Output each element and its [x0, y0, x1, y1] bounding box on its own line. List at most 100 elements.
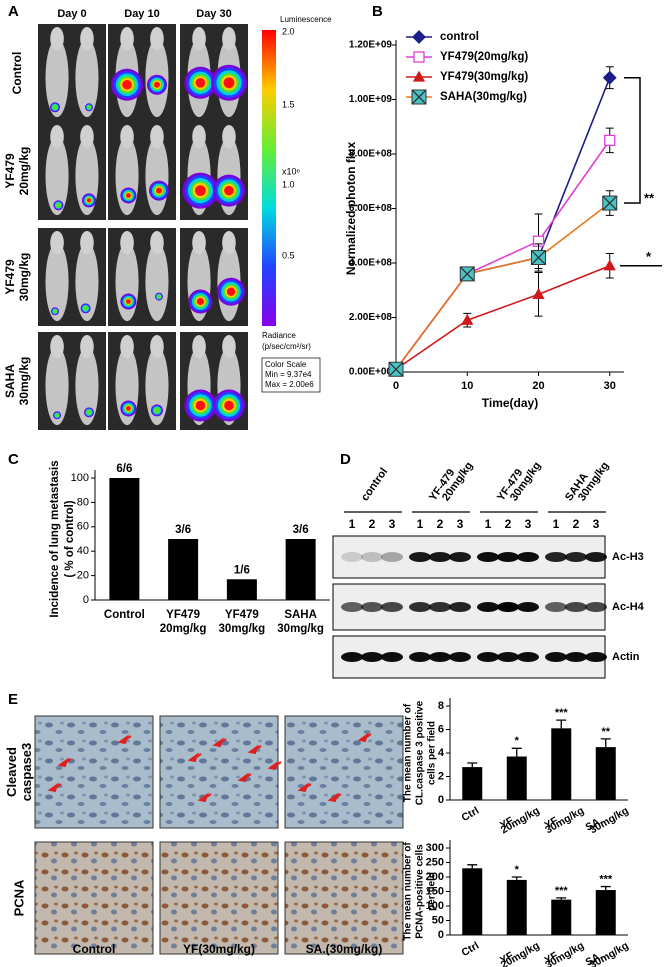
signal [196, 297, 204, 306]
annotation: ** [644, 190, 655, 205]
y-tick-label: 2.00E+08 [349, 312, 393, 323]
lane-label: 1 [349, 517, 356, 531]
y-axis-label: The mean number of [403, 842, 414, 941]
x-tick-label: 0 [393, 380, 399, 392]
y-axis-label: cells per field [427, 721, 438, 785]
legend-label: SAHA(30mg/kg) [440, 91, 527, 103]
y-tick-label: 4 [438, 747, 445, 759]
mouse-head [80, 334, 94, 359]
mouse-head [50, 334, 64, 359]
panel-label: B [372, 3, 383, 20]
marker [412, 70, 426, 82]
marker [532, 287, 545, 299]
mouse-head [222, 334, 236, 359]
annotation: * [515, 864, 520, 876]
legend-label: YF479(20mg/kg) [440, 51, 528, 63]
histology-image [34, 841, 154, 955]
histology-image [34, 715, 154, 829]
mouse [45, 242, 69, 322]
signal [55, 202, 62, 209]
colorbar-unit: Radiance [262, 331, 296, 340]
y-axis-label: CL.caspase 3 positive [415, 700, 426, 805]
lane-label: 3 [389, 517, 396, 531]
y-tick-label: 6 [438, 723, 444, 735]
histology-image [159, 841, 279, 955]
marker [412, 30, 426, 44]
y-tick-label: 8.00E+08 [349, 149, 393, 160]
mouse-head [150, 334, 164, 359]
mouse [45, 38, 69, 118]
mouse-head [80, 26, 94, 51]
lane-label: 3 [593, 517, 600, 531]
row-label: Cleaved [4, 747, 19, 797]
arrow [247, 744, 262, 755]
value-label: 3/6 [293, 524, 309, 536]
bar [109, 478, 140, 600]
mouse-head [192, 124, 206, 149]
band [381, 552, 403, 562]
signal [52, 309, 58, 314]
error-bar [467, 864, 478, 869]
arrow [117, 734, 132, 745]
mouse-head [50, 26, 64, 51]
panel-label: D [340, 451, 351, 468]
y-tick-label: 2 [438, 770, 444, 782]
arrow [297, 782, 312, 793]
x-tick-label: 30 [604, 380, 616, 392]
marker-cross [411, 89, 427, 105]
mouse-head [222, 124, 236, 149]
mouse-head [120, 230, 134, 255]
x-tick-label: YF479 [166, 609, 200, 621]
lane-label: 3 [457, 517, 464, 531]
arrow [47, 782, 62, 793]
band [477, 652, 499, 662]
band [545, 602, 567, 612]
band [361, 552, 383, 562]
marker [388, 361, 404, 377]
signal [153, 81, 160, 88]
x-tick-label: Ctrl [459, 940, 481, 959]
mouse [45, 136, 69, 216]
mouse-head [80, 230, 94, 255]
lane-label: 2 [573, 517, 580, 531]
band [565, 602, 587, 612]
y-tick-label: 0 [438, 929, 444, 941]
marker-cross [602, 195, 618, 211]
annotation: * [515, 735, 520, 747]
signal [122, 79, 132, 90]
colorbar-multiplier: x10⁶ [282, 166, 301, 176]
y-tick-label: 20 [77, 570, 89, 582]
y-axis-label: The mean number of [403, 703, 414, 802]
color-scale-box [261, 357, 321, 393]
row-label: Control [10, 52, 24, 95]
color-scale-text: Max = 2.00e6 [265, 380, 314, 389]
marker [531, 250, 546, 266]
mouse-head [150, 124, 164, 149]
column-label: SA.(30mg/kg) [306, 942, 383, 956]
band [429, 602, 451, 612]
x-tick-label: Ctrl [459, 805, 481, 824]
bar [506, 879, 527, 935]
mouse-head [120, 334, 134, 359]
band [429, 552, 451, 562]
x-tick-label: 30mg/kg [219, 623, 266, 635]
y-axis-label: PCNA-positive cells [415, 844, 426, 939]
marker [459, 266, 475, 282]
mouse-head [120, 124, 134, 149]
error-bar [511, 876, 522, 880]
protein-label: Actin [612, 651, 640, 663]
y-axis-label: Normalized photon flux [344, 142, 358, 276]
day-label: Day 30 [196, 8, 231, 20]
mouse [145, 242, 169, 322]
band [341, 652, 363, 662]
colorbar-title: Luminescence [280, 15, 332, 24]
signal [156, 294, 162, 299]
day-label: Day 0 [57, 8, 86, 20]
signal [195, 78, 206, 88]
annotation: *** [599, 873, 613, 885]
y-axis-label: ( % of control) [64, 500, 76, 577]
bar [462, 868, 483, 935]
band [381, 652, 403, 662]
band [565, 652, 587, 662]
signal [54, 413, 60, 418]
